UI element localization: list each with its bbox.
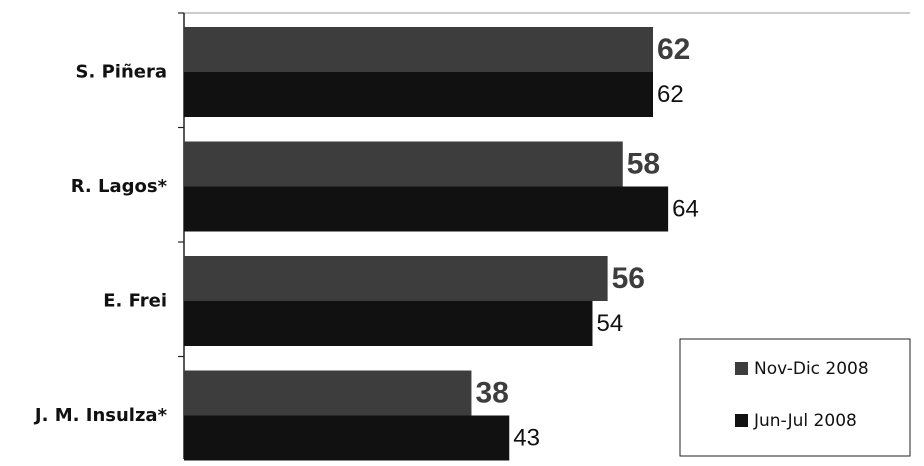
category-label: S. Piñera xyxy=(76,62,167,83)
bar-jun-jul-2008 xyxy=(184,301,593,346)
category-label: R. Lagos* xyxy=(71,176,168,197)
bar-jun-jul-2008 xyxy=(184,72,653,117)
bar-jun-jul-2008 xyxy=(184,186,669,232)
bar-value-label: 58 xyxy=(627,148,660,181)
bar-value-label: 56 xyxy=(612,262,645,295)
bar-value-label: 64 xyxy=(672,196,699,223)
category-label: J. M. Insulza* xyxy=(33,405,168,426)
bar-value-label: 62 xyxy=(657,33,690,66)
chart-bars xyxy=(184,27,669,461)
category-label: E. Frei xyxy=(103,291,167,312)
bar-nov-dic-2008 xyxy=(184,256,608,301)
legend-swatch xyxy=(735,414,748,427)
chart-legend: Nov-Dic 2008 Jun-Jul 2008 xyxy=(679,338,911,457)
legend-label: Nov-Dic 2008 xyxy=(754,359,869,379)
bar-nov-dic-2008 xyxy=(184,370,472,416)
legend-swatch xyxy=(735,362,748,375)
bar-nov-dic-2008 xyxy=(184,27,653,72)
bar-value-label: 38 xyxy=(475,377,508,410)
legend-label: Jun-Jul 2008 xyxy=(753,411,857,431)
bar-nov-dic-2008 xyxy=(184,141,623,187)
bar-value-label: 54 xyxy=(596,310,623,337)
bar-value-label: 43 xyxy=(513,425,540,452)
bar-jun-jul-2008 xyxy=(184,415,510,461)
legend-box xyxy=(679,338,911,457)
bar-value-label: 62 xyxy=(657,81,684,108)
category-labels: S. Piñera R. Lagos* E. Frei J. M. Insulza* xyxy=(33,62,168,427)
